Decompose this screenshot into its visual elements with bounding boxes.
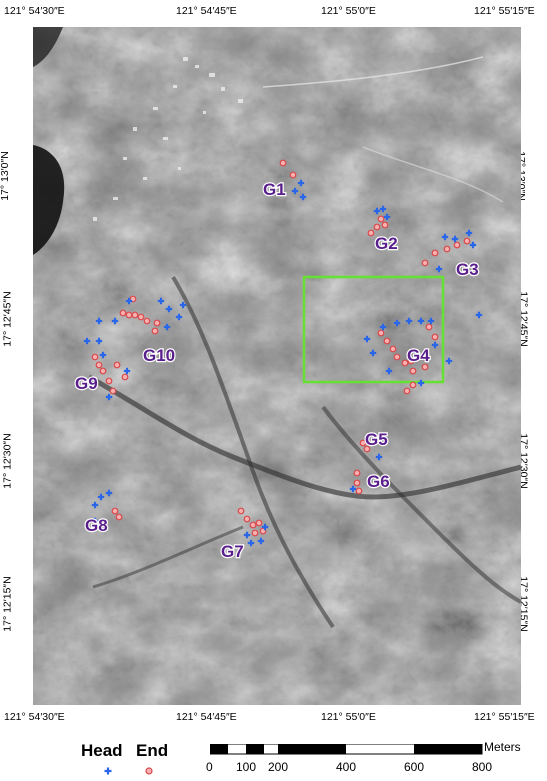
scale-label-400: 400 [336,760,357,774]
coord-left-2: 17° 12′45″N [1,291,14,347]
scale-unit: Meters [484,740,521,754]
scale-label-800: 800 [472,760,493,774]
group-label-g10: G10 [143,346,175,365]
coord-top-2: 121° 54′45″E [176,5,237,17]
coord-top-4: 121° 55′15″E [474,5,535,17]
coord-bottom-4: 121° 55′15″E [474,711,535,723]
group-label-g2: G2 [375,234,398,253]
coord-top-1: 121° 54′30″E [4,5,65,17]
group-label-g3: G3 [456,260,479,279]
legend-head-label: Head [81,741,123,760]
satellite-map: G1 G2 G3 G4 G5 G6 G7 G8 G9 G10 [33,27,521,705]
coord-bottom-2: 121° 54′45″E [176,711,237,723]
group-label-g8: G8 [85,516,108,535]
group-label-g5: G5 [365,430,388,449]
coord-left-3: 17° 12′30″N [1,433,14,489]
scale-label-200: 200 [268,760,289,774]
scale-label-0: 0 [206,760,213,774]
legend-head-icon [104,767,112,775]
legend-end-icon [145,767,153,775]
scale-bar [210,744,483,755]
coord-top-3: 121° 55′0″E [321,5,376,17]
group-label-g4: G4 [407,346,430,365]
study-area-box [302,275,445,384]
coord-left-1: 17° 13′0″N [0,151,11,201]
coord-bottom-1: 121° 54′30″E [4,711,65,723]
scale-label-100: 100 [236,760,257,774]
group-label-g1: G1 [263,180,286,199]
group-label-g6: G6 [367,472,390,491]
group-label-g9: G9 [75,374,98,393]
scale-label-600: 600 [404,760,425,774]
coord-left-4: 17° 12′15″N [1,576,14,632]
legend-end-label: End [136,741,169,760]
group-label-g7: G7 [221,542,244,561]
coord-bottom-3: 121° 55′0″E [321,711,376,723]
